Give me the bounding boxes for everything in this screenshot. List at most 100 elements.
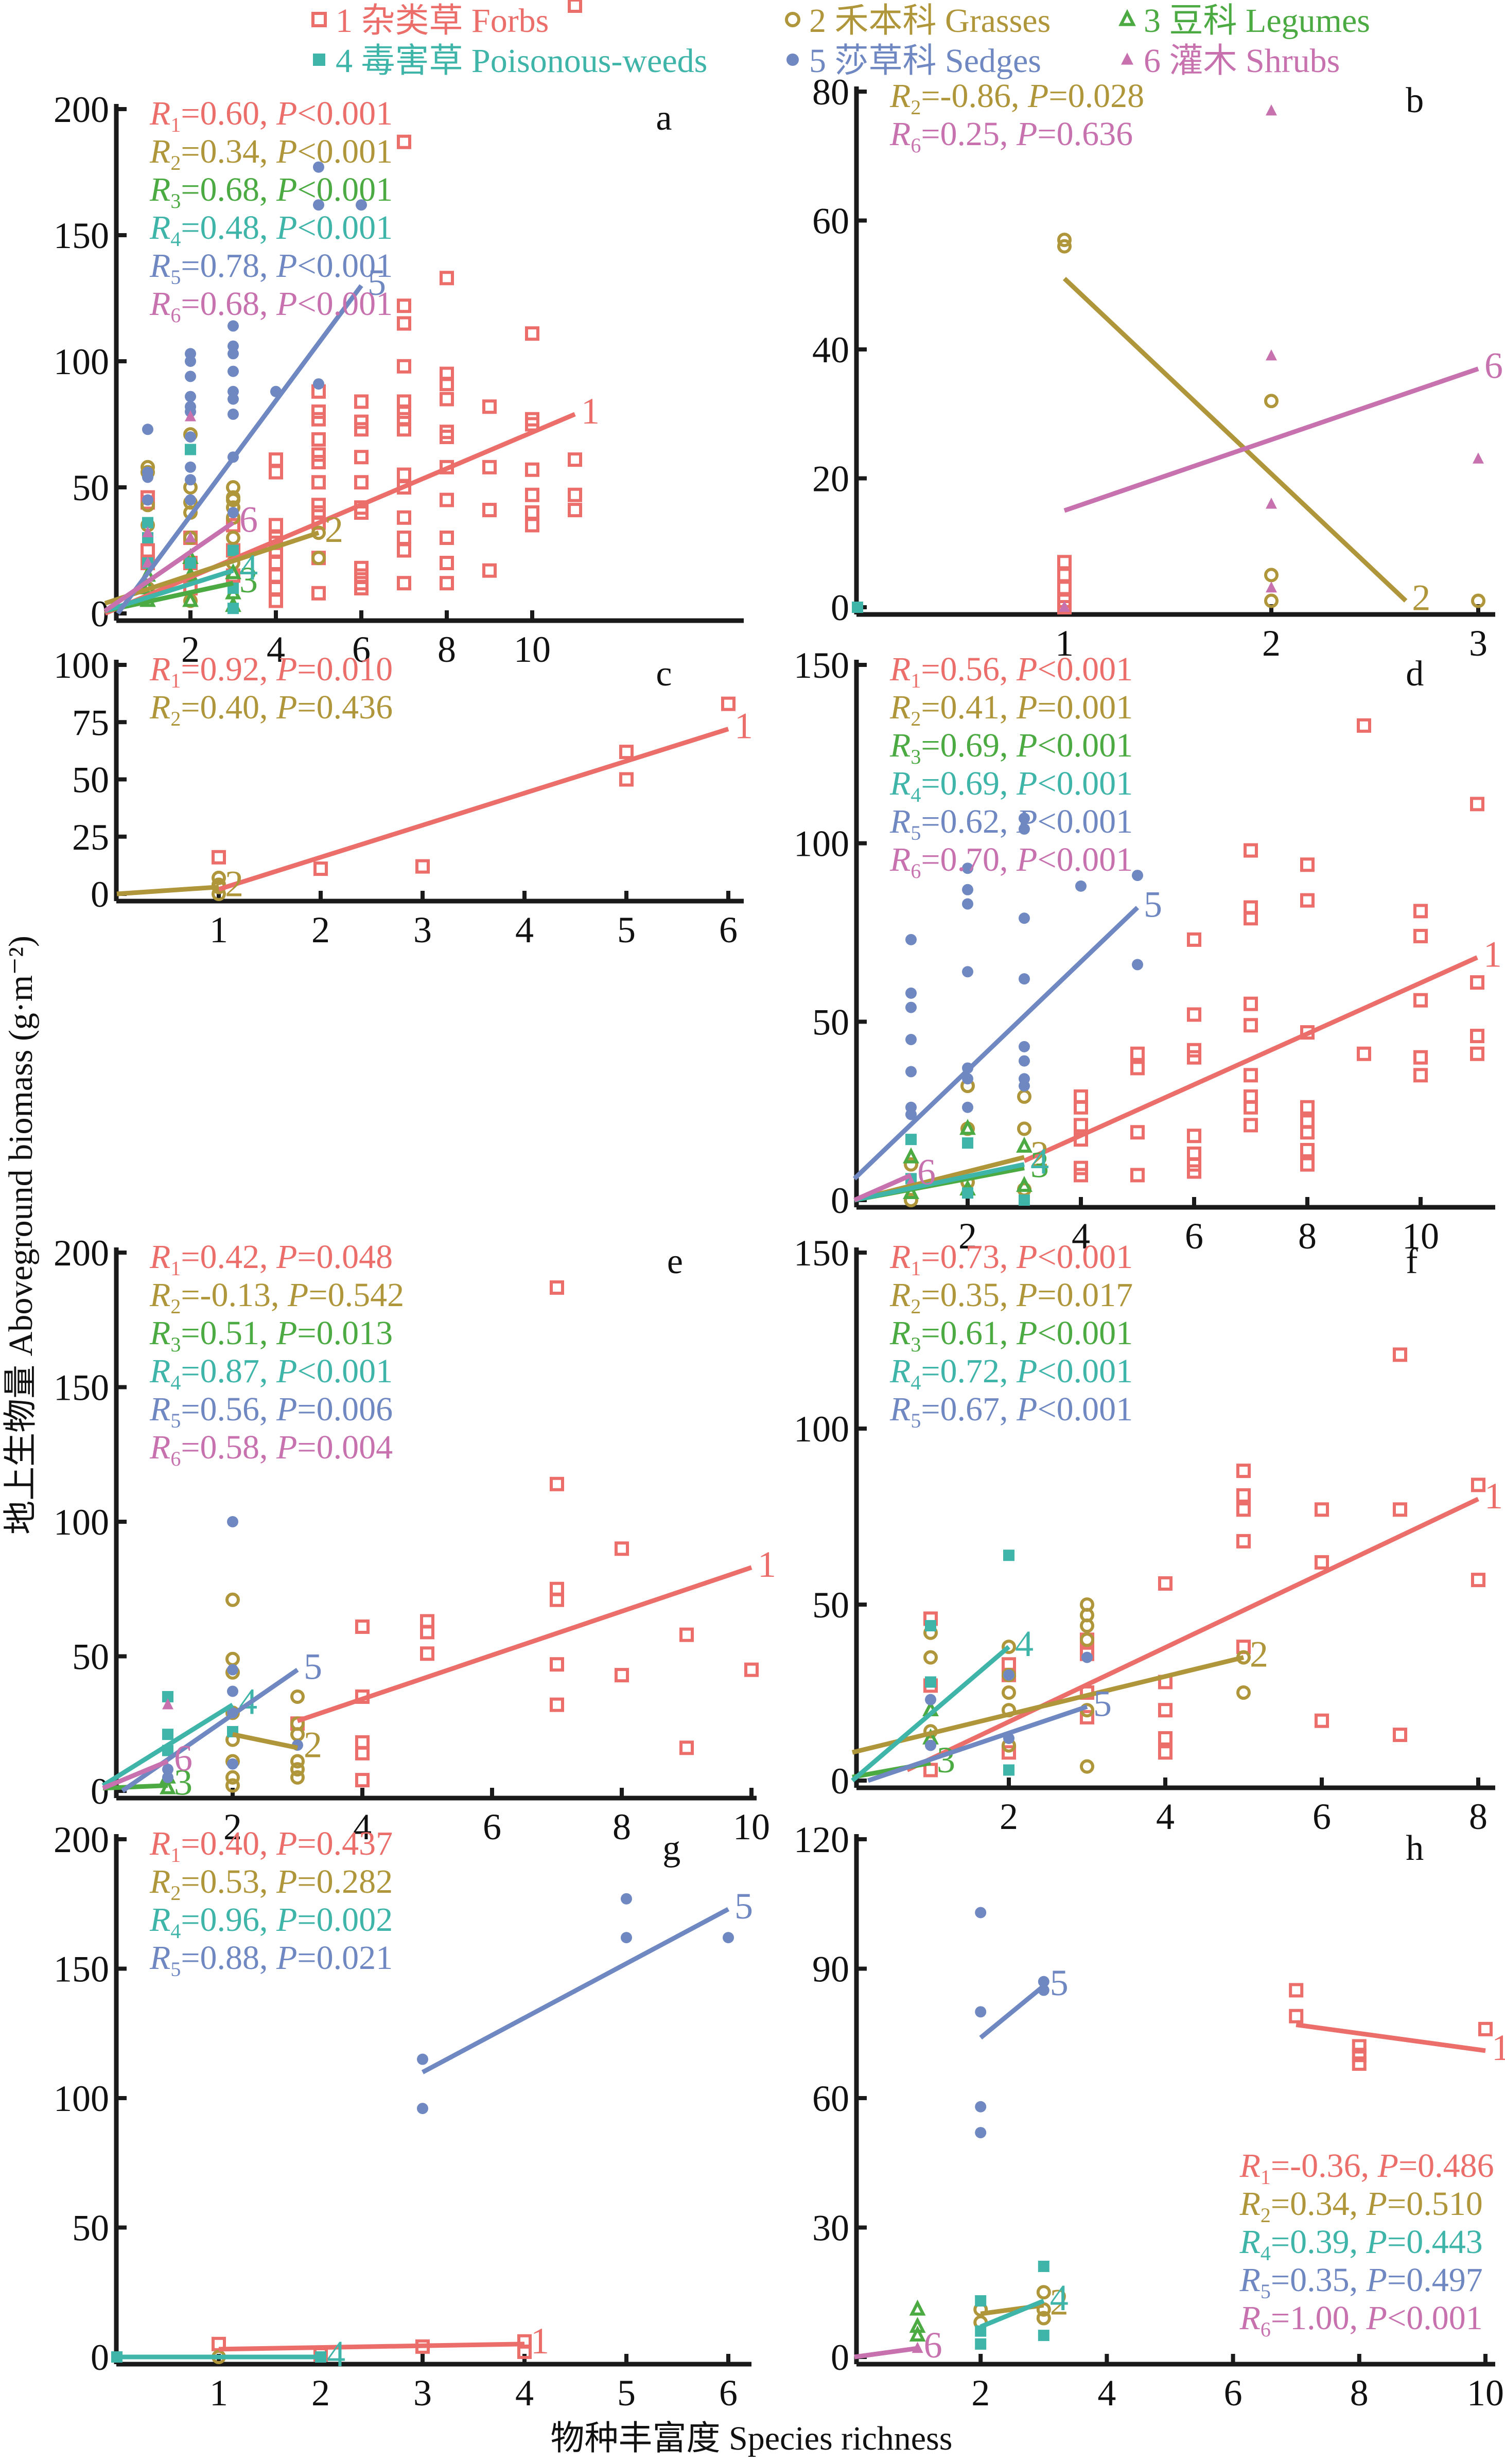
fit-line-label-5: 5 [367,262,386,303]
data-point [621,1932,632,1944]
stat-annotation-5: R5=0.62, P<0.001 [889,803,1133,844]
stat-annotation-6: R6=1.00, P<0.001 [1239,2299,1483,2341]
data-point [525,326,539,341]
data-point [185,444,196,455]
data-point [355,1773,370,1788]
y-tick-label: 200 [54,1819,109,1860]
series-5-points [417,1893,734,2115]
data-point [1017,1121,1031,1136]
data-point [1470,975,1484,990]
data-point [1470,1046,1484,1061]
data-point [1158,1745,1172,1760]
data-point [1036,2285,1051,2300]
data-point [311,455,326,469]
x-tick-label: 5 [617,909,636,951]
x-axis-title: 物种丰富度 Species richness [551,2420,953,2457]
data-point [269,556,283,570]
stat-annotation-1: R1=0.73, P<0.001 [889,1238,1133,1280]
data-point [1471,1477,1485,1492]
data-point [142,424,153,435]
data-point [1264,394,1279,409]
data-point [162,1764,173,1775]
stat-annotation-6: R6=0.68, P<0.001 [149,285,393,327]
data-point [354,475,369,490]
x-tick-label: 3 [413,2372,432,2414]
fit-line-label-6: 6 [924,2325,942,2366]
data-point [482,503,497,518]
stat-annotation-4: R4=0.39, P=0.443 [1239,2223,1483,2265]
data-point [962,898,973,910]
y-tick-label: 150 [54,215,109,256]
x-tick-label: 2 [181,629,200,670]
fit-line-label-4: 4 [239,547,258,588]
panel-e: 050100150200246810123456eR1=0.42, P=0.04… [54,1233,776,1847]
data-point [1413,904,1428,919]
data-point [225,1592,240,1607]
series-5-points [975,1907,1049,2139]
x-tick-label: 10 [1467,2372,1504,2414]
stat-annotation-2: R2=0.41, P=0.001 [889,689,1133,730]
data-point [904,1157,918,1172]
panel-letter: h [1406,1828,1424,1868]
data-point [962,966,973,978]
stat-annotation-3: R3=0.68, P<0.001 [149,171,393,213]
data-point [185,431,196,443]
data-point [355,1746,370,1761]
data-point [904,1193,918,1207]
x-tick-label: 2 [971,2372,990,2414]
data-point [1352,2048,1367,2063]
stat-annotation-5: R5=0.56, P=0.006 [149,1391,393,1432]
data-point [1413,1050,1428,1065]
data-point [397,576,411,591]
fit-line-1 [104,412,576,616]
x-tick-label: 4 [1156,1796,1175,1837]
data-point [1470,1029,1484,1044]
data-point [1036,2311,1051,2326]
x-tick-label: 4 [353,1806,372,1847]
data-point [185,557,196,569]
data-point [142,494,153,506]
data-point [269,593,283,608]
fit-line-3 [102,1783,168,1791]
data-point [227,348,239,360]
stat-annotation-4: R4=0.69, P<0.001 [889,765,1133,806]
legend-label-3: 3 豆科 Legumes [1144,2,1370,40]
y-tick-label: 75 [72,702,109,743]
series-1-points [1289,1983,1493,2071]
x-tick-label: 4 [1097,2372,1116,2414]
series-4-points [852,602,863,613]
data-point [185,391,196,402]
data-point [1074,1168,1088,1183]
data-point [212,2336,226,2351]
y-tick-label: 150 [54,1367,109,1409]
data-point [525,505,539,520]
data-point [420,1625,434,1640]
data-point [440,271,454,286]
data-point [482,563,497,578]
fit-line-label-6: 6 [174,1737,192,1779]
y-tick-label: 0 [91,1771,109,1812]
data-point [313,378,324,390]
fit-line-6 [1063,366,1479,513]
data-point [225,1778,240,1793]
data-point [440,377,454,392]
y-tick-label: 25 [72,817,109,858]
x-tick-label: 1 [209,909,228,951]
stat-annotation-1: R1=0.60, P<0.001 [149,95,393,136]
fit-line-label-2: 2 [1412,577,1430,618]
data-point [1038,2330,1049,2342]
x-tick-label: 6 [352,629,371,670]
data-point [975,2338,987,2350]
data-point [226,531,240,545]
data-point [621,1893,632,1905]
fit-line-label-3: 3 [174,1762,192,1803]
data-point [227,393,239,405]
x-tick-label: 2 [223,1806,242,1847]
y-tick-label: 150 [794,1233,849,1274]
data-point [354,450,369,465]
fit-line-label-1: 1 [531,2320,549,2362]
stat-annotation-6: R6=0.25, P=0.636 [889,115,1133,157]
data-point [1003,1669,1014,1681]
data-point [397,543,411,558]
data-point [615,1668,629,1683]
